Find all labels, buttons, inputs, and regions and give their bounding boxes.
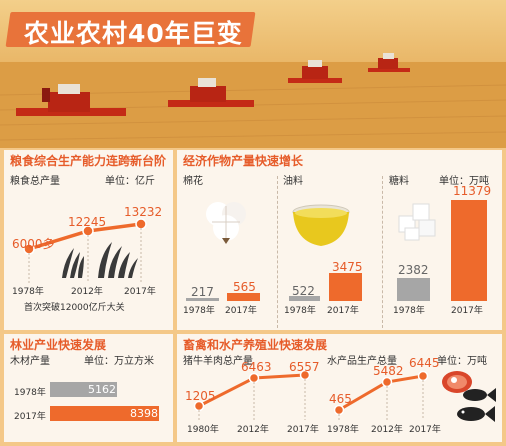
- cotton-year-1978: 1978年: [183, 306, 215, 316]
- cotton-bar-2017: [227, 293, 260, 301]
- aqua-point-1978: [333, 404, 345, 416]
- meat-label: 猪牛羊肉总产量: [183, 356, 253, 367]
- aqua-point-2017: [417, 370, 429, 382]
- grain-point-2017: [135, 218, 147, 230]
- grain-value-1978: 6000多: [12, 237, 55, 251]
- aqua-year-2012: 2012年: [371, 425, 403, 435]
- aqua-year-2017: 2017年: [409, 425, 441, 435]
- sugar-year-1978: 1978年: [393, 306, 425, 316]
- sugar-bar-2017: [451, 200, 487, 301]
- wheat-icon: [62, 248, 84, 278]
- aqua-value-2012: 5482: [373, 364, 404, 378]
- meat-value-2017: 6557: [289, 360, 320, 374]
- livestock-line-charts: [193, 369, 496, 422]
- aqua-year-1978: 1978年: [327, 425, 359, 435]
- forestry-bar-1978: [50, 382, 117, 397]
- grain-note: 首次突破12000亿斤大关: [24, 303, 125, 313]
- wheat-field-illustration: [0, 0, 506, 148]
- meat-value-2012: 6463: [241, 360, 272, 374]
- grain-year-2012: 2012年: [71, 287, 103, 297]
- grain-unit: 单位：亿斤: [105, 176, 155, 187]
- forestry-year-2017: 2017年: [14, 412, 46, 422]
- forestry-bar-2017: [50, 406, 159, 421]
- meat-year-1980: 1980年: [187, 425, 219, 435]
- aqua-point-2012: [381, 376, 393, 388]
- wheat-icon: [98, 242, 138, 278]
- meat-year-2012: 2012年: [237, 425, 269, 435]
- oil-value-2017: 3475: [332, 260, 363, 274]
- grain-value-2012: 12245: [68, 215, 107, 229]
- forestry-label: 木材产量: [10, 356, 50, 367]
- livestock-unit: 单位：万吨: [437, 356, 487, 367]
- oil-label: 油料: [283, 176, 303, 187]
- forestry-panel: 林业产业快速发展 木材产量 单位：万立方米 1978年 5162 2017年 8…: [4, 334, 173, 442]
- meat-year-2017: 2017年: [287, 425, 319, 435]
- forestry-year-1978: 1978年: [14, 388, 46, 398]
- forestry-value-1978: 5162: [88, 383, 116, 396]
- harvester-icon: [288, 60, 342, 83]
- livestock-heading: 畜禽和水产养殖业快速发展: [183, 338, 328, 352]
- cotton-value-2017: 565: [233, 280, 256, 294]
- cotton-icon: [206, 202, 246, 244]
- crops-unit: 单位：万吨: [439, 176, 489, 187]
- sugar-value-2017: 11379: [453, 184, 492, 198]
- cotton-value-1978: 217: [191, 285, 214, 299]
- grain-heading: 粮食综合生产能力连跨新台阶: [10, 154, 167, 168]
- grain-year-2017: 2017年: [124, 287, 156, 297]
- forestry-heading: 林业产业快速发展: [10, 338, 107, 352]
- crops-panel: 经济作物产量快速增长 单位：万吨 棉花 217 565 1978年 2017年 …: [177, 150, 502, 330]
- sugar-bar-1978: [397, 278, 430, 301]
- harvester-icon: [368, 53, 410, 72]
- livestock-panel: 畜禽和水产养殖业快速发展 单位：万吨 猪牛羊肉总产量 水产品生产总量: [177, 334, 502, 442]
- grain-panel: 粮食综合生产能力连跨新台阶 粮食总产量 单位：亿斤 6000多 12245 13…: [4, 150, 173, 330]
- harvester-icon: [168, 78, 254, 107]
- oil-year-1978: 1978年: [284, 306, 316, 316]
- oil-year-2017: 2017年: [327, 306, 359, 316]
- grain-line-chart: [23, 218, 147, 283]
- sugar-label: 糖料: [389, 176, 409, 187]
- sugar-cubes-icon: [398, 203, 436, 241]
- aqua-value-1978: 465: [329, 392, 352, 406]
- oil-bar-1978: [289, 296, 320, 301]
- crops-divider: [382, 176, 383, 328]
- meat-value-1980: 1205: [185, 389, 216, 403]
- forestry-value-2017: 8398: [130, 407, 158, 420]
- aqua-label: 水产品生产总量: [327, 356, 397, 367]
- fish-icon: [457, 406, 495, 422]
- sugar-value-1978: 2382: [398, 263, 429, 277]
- page-title: 农业农村40年巨变: [24, 19, 243, 48]
- harvester-icon: [16, 84, 126, 116]
- meat-point-2012: [248, 372, 260, 384]
- oil-bowl-icon: [292, 204, 350, 246]
- grain-year-1978: 1978年: [12, 287, 44, 297]
- sugar-year-2017: 2017年: [451, 306, 483, 316]
- meat-icon: [442, 371, 472, 393]
- fish-icon: [463, 388, 496, 402]
- aqua-value-2017: 6445: [409, 356, 440, 370]
- cotton-label: 棉花: [183, 176, 203, 187]
- grain-label: 粮食总产量: [10, 176, 60, 187]
- cotton-year-2017: 2017年: [225, 306, 257, 316]
- hero-banner: 农业农村40年巨变: [0, 0, 506, 148]
- grain-value-2017: 13232: [124, 205, 163, 219]
- oil-bar-2017: [329, 273, 362, 301]
- forestry-unit: 单位：万立方米: [84, 356, 154, 367]
- cotton-bar-1978: [186, 298, 219, 301]
- crops-heading: 经济作物产量快速增长: [183, 154, 304, 168]
- crops-divider: [277, 176, 278, 328]
- oil-value-1978: 522: [292, 284, 315, 298]
